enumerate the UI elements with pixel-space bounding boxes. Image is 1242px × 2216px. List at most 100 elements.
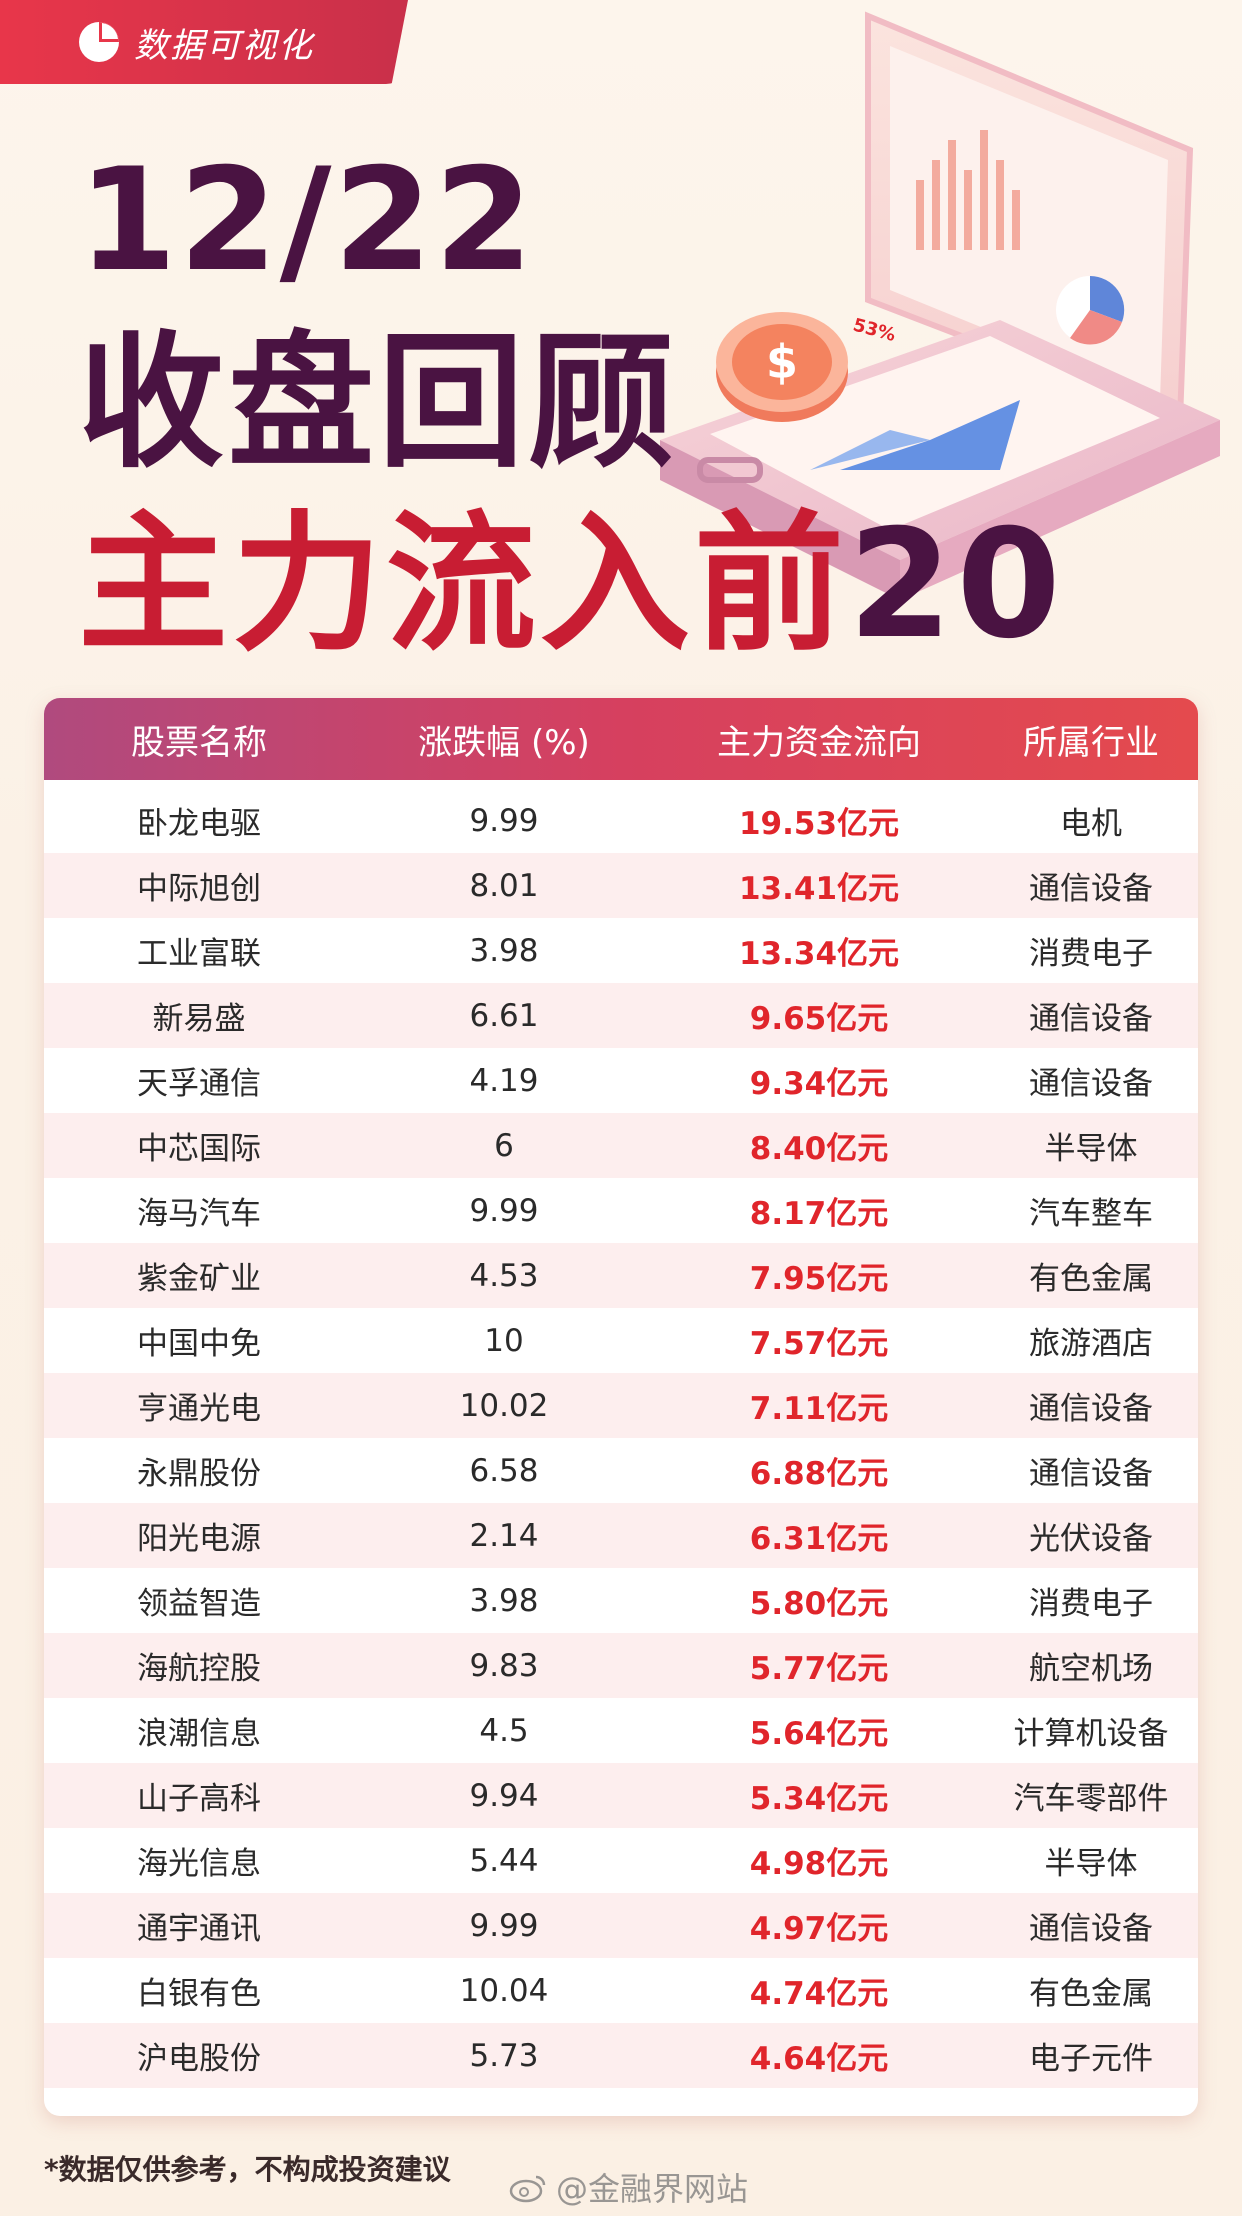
percent-label: 53% bbox=[851, 315, 898, 346]
stock-name-cell: 紫金矿业 bbox=[137, 1261, 261, 1297]
table-row: 卧龙电驱 9.99 19.53亿元 电机 bbox=[44, 788, 1198, 853]
change-pct-cell: 3.98 bbox=[469, 932, 539, 969]
change-pct-cell: 4.19 bbox=[469, 1062, 539, 1099]
industry-cell: 通信设备 bbox=[1029, 1001, 1153, 1037]
industry-cell: 通信设备 bbox=[1029, 1066, 1153, 1102]
main-flow-cell: 7.11亿元 bbox=[749, 1391, 889, 1427]
table-row: 紫金矿业 4.53 7.95亿元 有色金属 bbox=[44, 1243, 1198, 1308]
main-flow-cell: 5.64亿元 bbox=[749, 1716, 889, 1752]
main-flow-cell: 7.57亿元 bbox=[749, 1326, 889, 1362]
industry-cell: 通信设备 bbox=[1029, 1456, 1153, 1492]
main-flow-cell: 4.98亿元 bbox=[749, 1846, 889, 1882]
stock-name-cell: 海马汽车 bbox=[137, 1196, 261, 1232]
change-pct-cell: 6 bbox=[494, 1127, 514, 1164]
table-header: 股票名称 涨跌幅 (%) 主力资金流向 所属行业 bbox=[44, 698, 1198, 780]
change-pct-cell: 10 bbox=[484, 1322, 524, 1359]
table-row: 山子高科 9.94 5.34亿元 汽车零部件 bbox=[44, 1763, 1198, 1828]
stock-name-cell: 海航控股 bbox=[137, 1651, 261, 1687]
title-sub: 主力流入前20 bbox=[78, 510, 1065, 660]
stock-name-cell: 中国中免 bbox=[137, 1326, 261, 1362]
header-flow: 主力资金流向 bbox=[717, 722, 921, 763]
main-flow-cell: 5.34亿元 bbox=[749, 1781, 889, 1817]
industry-cell: 有色金属 bbox=[1029, 1261, 1153, 1297]
stock-name-cell: 天孚通信 bbox=[137, 1066, 261, 1102]
weibo-icon bbox=[509, 2175, 546, 2203]
table-row: 领益智造 3.98 5.80亿元 消费电子 bbox=[44, 1568, 1198, 1633]
stock-name-cell: 卧龙电驱 bbox=[137, 806, 261, 842]
main-flow-cell: 4.74亿元 bbox=[749, 1976, 889, 2012]
industry-cell: 通信设备 bbox=[1029, 871, 1153, 907]
change-pct-cell: 4.5 bbox=[479, 1712, 529, 1749]
change-pct-cell: 10.04 bbox=[459, 1972, 549, 2009]
industry-cell: 航空机场 bbox=[1029, 1651, 1153, 1687]
main-flow-cell: 13.41亿元 bbox=[738, 871, 900, 907]
header-change: 涨跌幅 (%) bbox=[418, 722, 590, 763]
header-name: 股票名称 bbox=[131, 722, 267, 763]
main-flow-cell: 6.31亿元 bbox=[749, 1521, 889, 1557]
change-pct-cell: 3.98 bbox=[469, 1582, 539, 1619]
table-row: 白银有色 10.04 4.74亿元 有色金属 bbox=[44, 1958, 1198, 2023]
main-flow-cell: 5.77亿元 bbox=[749, 1651, 889, 1687]
watermark: @金融界网站 bbox=[508, 2164, 748, 2210]
change-pct-cell: 8.01 bbox=[469, 867, 539, 904]
table-row: 永鼎股份 6.58 6.88亿元 通信设备 bbox=[44, 1438, 1198, 1503]
main-flow-cell: 9.34亿元 bbox=[749, 1066, 889, 1102]
stock-name-cell: 永鼎股份 bbox=[137, 1456, 261, 1492]
table-row: 通宇通讯 9.99 4.97亿元 通信设备 bbox=[44, 1893, 1198, 1958]
change-pct-cell: 6.58 bbox=[469, 1452, 539, 1489]
main-flow-cell: 9.65亿元 bbox=[749, 1001, 889, 1037]
change-pct-cell: 2.14 bbox=[469, 1517, 539, 1554]
change-pct-cell: 10.02 bbox=[459, 1387, 549, 1424]
change-pct-cell: 9.99 bbox=[469, 802, 539, 839]
main-flow-cell: 4.64亿元 bbox=[749, 2041, 889, 2077]
main-flow-cell: 8.40亿元 bbox=[749, 1131, 889, 1167]
title-main: 收盘回顾 bbox=[78, 318, 678, 488]
stock-name-cell: 浪潮信息 bbox=[137, 1716, 261, 1752]
industry-cell: 半导体 bbox=[1044, 1131, 1138, 1167]
table-row: 工业富联 3.98 13.34亿元 消费电子 bbox=[44, 918, 1198, 983]
change-pct-cell: 5.73 bbox=[469, 2037, 539, 2074]
industry-cell: 通信设备 bbox=[1029, 1911, 1153, 1947]
table-row: 海光信息 5.44 4.98亿元 半导体 bbox=[44, 1828, 1198, 1893]
table-row: 浪潮信息 4.5 5.64亿元 计算机设备 bbox=[44, 1698, 1198, 1763]
stock-name-cell: 通宇通讯 bbox=[137, 1911, 261, 1947]
change-pct-cell: 9.83 bbox=[469, 1647, 539, 1684]
stock-name-cell: 中芯国际 bbox=[137, 1131, 261, 1167]
title-date: 12/22 bbox=[78, 138, 536, 303]
industry-cell: 有色金属 bbox=[1029, 1976, 1153, 2012]
industry-cell: 电机 bbox=[1060, 806, 1122, 842]
stock-name-cell: 中际旭创 bbox=[137, 871, 261, 907]
svg-text:$: $ bbox=[766, 335, 798, 389]
main-flow-cell: 19.53亿元 bbox=[738, 806, 900, 842]
stock-name-cell: 领益智造 bbox=[137, 1586, 261, 1622]
change-pct-cell: 9.99 bbox=[469, 1907, 539, 1944]
stock-name-cell: 沪电股份 bbox=[137, 2041, 261, 2077]
title-sub-number: 20 bbox=[848, 498, 1065, 672]
badge-label: 数据可视化 bbox=[134, 25, 314, 66]
table-row: 中芯国际 6 8.40亿元 半导体 bbox=[44, 1113, 1198, 1178]
table-row: 亨通光电 10.02 7.11亿元 通信设备 bbox=[44, 1373, 1198, 1438]
table-row: 中际旭创 8.01 13.41亿元 通信设备 bbox=[44, 853, 1198, 918]
industry-cell: 电子元件 bbox=[1029, 2041, 1153, 2077]
change-pct-cell: 9.99 bbox=[469, 1192, 539, 1229]
industry-cell: 消费电子 bbox=[1029, 936, 1153, 972]
industry-cell: 旅游酒店 bbox=[1029, 1326, 1153, 1362]
industry-cell: 汽车零部件 bbox=[1013, 1781, 1169, 1817]
header-industry: 所属行业 bbox=[1023, 722, 1159, 763]
stock-name-cell: 亨通光电 bbox=[137, 1391, 261, 1427]
stock-name-cell: 白银有色 bbox=[137, 1976, 261, 2012]
change-pct-cell: 5.44 bbox=[469, 1842, 539, 1879]
change-pct-cell: 9.94 bbox=[469, 1777, 539, 1814]
table-row: 天孚通信 4.19 9.34亿元 通信设备 bbox=[44, 1048, 1198, 1113]
table-row: 沪电股份 5.73 4.64亿元 电子元件 bbox=[44, 2023, 1198, 2088]
pie-chart-icon bbox=[79, 22, 119, 62]
industry-cell: 通信设备 bbox=[1029, 1391, 1153, 1427]
laptop-illustration: $ 53% bbox=[660, 11, 1220, 600]
industry-cell: 消费电子 bbox=[1029, 1586, 1153, 1622]
table-row: 中国中免 10 7.57亿元 旅游酒店 bbox=[44, 1308, 1198, 1373]
industry-cell: 光伏设备 bbox=[1029, 1521, 1153, 1557]
table-row: 海航控股 9.83 5.77亿元 航空机场 bbox=[44, 1633, 1198, 1698]
stock-name-cell: 山子高科 bbox=[137, 1781, 261, 1817]
main-flow-cell: 7.95亿元 bbox=[749, 1261, 889, 1297]
disclaimer: *数据仅供参考，不构成投资建议 bbox=[44, 2153, 451, 2186]
